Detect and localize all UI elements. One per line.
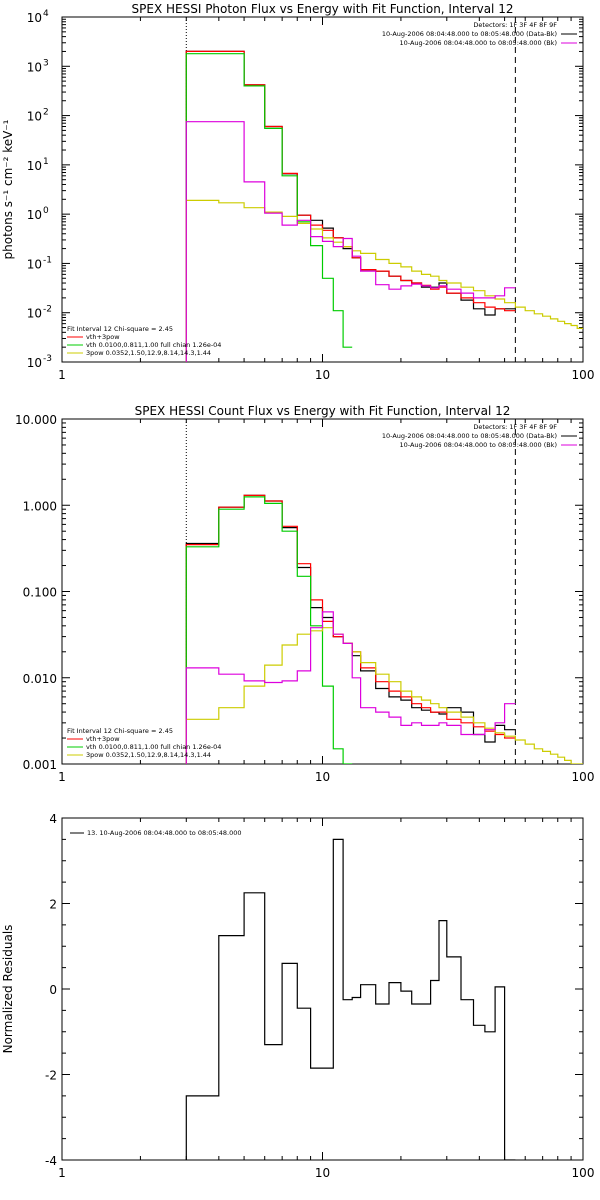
y-tick-label: 0.001 — [23, 758, 57, 772]
y-tick-exponent: 4 — [43, 9, 49, 19]
y-axis-label: photons s⁻¹ cm⁻² keV⁻¹ — [1, 119, 15, 259]
legend-bottom-left-entry: 3pow 0.0352,1.50,12.9,8.14,14.3,1.44 — [86, 349, 211, 357]
x-tick-label: 1 — [58, 368, 66, 382]
series-line-2 — [185, 496, 353, 764]
y-tick-label: 10 — [27, 60, 42, 74]
legend-top-left-entry: 13. 10-Aug-2006 08:04:48.000 to 08:05:48… — [87, 829, 242, 837]
y-tick-exponent: -1 — [43, 255, 52, 265]
x-tick-label: 10 — [315, 1166, 330, 1180]
chart-title: SPEX HESSI Count Flux vs Energy with Fit… — [135, 404, 511, 418]
y-axis-label: Normalized Residuals — [1, 925, 15, 1054]
x-tick-label: 100 — [572, 1166, 595, 1180]
photon-flux-panel: SPEX HESSI Photon Flux vs Energy with Fi… — [1, 2, 594, 382]
series-line-0 — [185, 838, 516, 1160]
legend-top-right-entry: 10-Aug-2006 08:04:48.000 to 08:05:48.000… — [400, 39, 557, 47]
x-tick-label: 100 — [572, 368, 595, 382]
y-tick-exponent: -3 — [43, 354, 52, 364]
series-line-1 — [185, 50, 516, 362]
y-tick-label: 0.100 — [23, 586, 57, 600]
legend-top-right-entry: Detectors: 1F 3F 4F 8F 9F — [473, 423, 557, 431]
y-tick-exponent: 2 — [43, 108, 49, 118]
y-tick-label: 10 — [27, 110, 42, 124]
y-tick-label: 0.010 — [23, 672, 57, 686]
legend-bottom-left-entry: Fit Interval 12 Chi-square = 2.45 — [67, 325, 173, 333]
y-tick-label: 10 — [27, 356, 42, 370]
legend-bottom-left-entry: Fit Interval 12 Chi-square = 2.45 — [67, 727, 173, 735]
series-line-2 — [185, 53, 353, 362]
legend-bottom-left-entry: vth+3pow — [86, 735, 120, 743]
series-line-4 — [185, 611, 516, 764]
y-tick-label: 10 — [27, 159, 42, 173]
y-tick-label: 10 — [27, 208, 42, 222]
x-tick-label: 10 — [315, 368, 330, 382]
legend-top-right-entry: Detectors: 1F 3F 4F 8F 9F — [473, 21, 557, 29]
y-tick-label: 2 — [49, 898, 57, 912]
y-tick-label: 10.000 — [15, 413, 57, 427]
legend-bottom-left-entry: vth+3pow — [86, 333, 120, 341]
chart-title: SPEX HESSI Photon Flux vs Energy with Fi… — [132, 2, 514, 16]
series-line-1 — [185, 494, 516, 764]
y-tick-label: 10 — [27, 257, 42, 271]
series-group — [185, 494, 583, 764]
series-line-0 — [185, 494, 516, 764]
y-tick-label: 1.000 — [23, 499, 57, 513]
x-tick-label: 1 — [58, 1166, 66, 1180]
y-tick-exponent: -2 — [43, 305, 52, 315]
y-tick-exponent: 3 — [43, 58, 49, 68]
series-line-3 — [185, 199, 583, 362]
series-line-3 — [185, 627, 583, 764]
y-tick-exponent: 1 — [43, 157, 49, 167]
legend-bottom-left-entry: vth 0.0100,0.811,1.00 full chian 1.26e-0… — [86, 341, 221, 349]
count-flux-panel: SPEX HESSI Count Flux vs Energy with Fit… — [15, 404, 594, 784]
y-tick-label: -4 — [45, 1154, 57, 1168]
y-tick-exponent: 0 — [43, 206, 49, 216]
legend-top-right-entry: 10-Aug-2006 08:04:48.000 to 08:05:48.000… — [400, 441, 557, 449]
y-tick-label: -2 — [45, 1069, 57, 1083]
x-tick-label: 100 — [572, 770, 595, 784]
legend-top-right-entry: 10-Aug-2006 08:04:48.000 to 08:05:48.000… — [382, 30, 557, 38]
series-group — [185, 50, 583, 362]
series-group — [185, 838, 516, 1160]
y-tick-label: 0 — [49, 983, 57, 997]
residuals-panel: Normalized Residuals 1 10 100 -4 -2 0 2 4 13. 10-… — [1, 812, 594, 1180]
y-tick-label: 4 — [49, 812, 57, 826]
legend-top-right-entry: 10-Aug-2006 08:04:48.000 to 08:05:48.000… — [382, 432, 557, 440]
legend-bottom-left-entry: vth 0.0100,0.811,1.00 full chian 1.26e-0… — [86, 743, 221, 751]
series-line-4 — [185, 121, 516, 362]
legend-bottom-left-entry: 3pow 0.0352,1.50,12.9,8.14,14.3,1.44 — [86, 751, 211, 759]
y-tick-label: 10 — [27, 307, 42, 321]
series-line-0 — [185, 50, 516, 362]
x-tick-label: 1 — [58, 770, 66, 784]
x-tick-label: 10 — [315, 770, 330, 784]
y-tick-label: 10 — [27, 11, 42, 25]
